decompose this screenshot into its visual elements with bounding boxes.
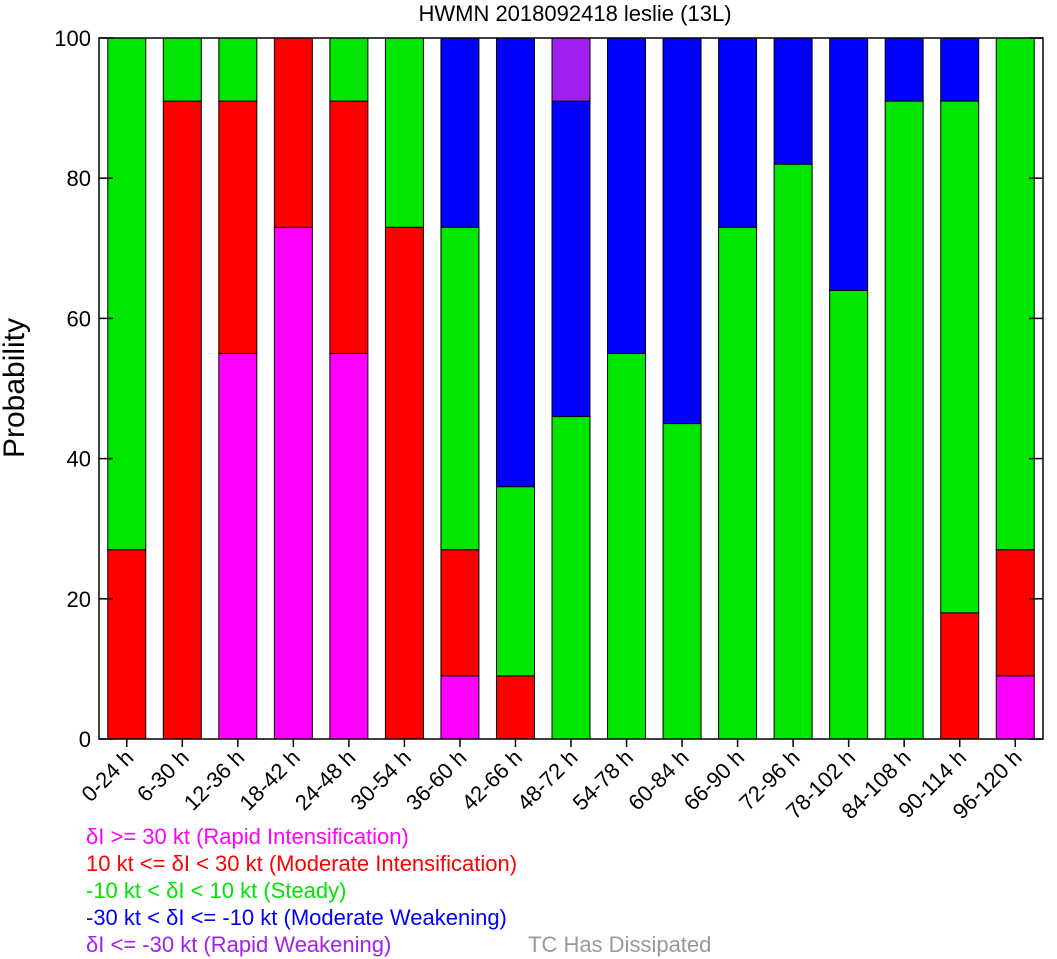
legend-entry-3: -30 kt < δI <= -10 kt (Moderate Weakenin… [86, 905, 507, 930]
bar-segment-48-72h-s4 [551, 37, 591, 102]
bar-segment-36-60h-s2 [440, 226, 480, 551]
bar-segment-60-84h-s3 [662, 37, 702, 425]
x-tick-label: 18-42 h [234, 745, 304, 815]
legend-entry-1: 10 kt <= δI < 30 kt (Moderate Intensific… [86, 851, 518, 876]
legend-entry-0: δI >= 30 kt (Rapid Intensification) [86, 824, 409, 849]
legend: δI >= 30 kt (Rapid Intensification) 10 kt… [86, 823, 517, 958]
x-tick-label: 54-78 h [568, 745, 638, 815]
bar-segment-96-120h-s1 [995, 549, 1035, 677]
x-tick-label: 30-54 h [345, 745, 415, 815]
bar-segment-60-84h-s2 [662, 423, 702, 740]
bar-segment-90-114h-s3 [940, 37, 980, 102]
dissipated-note: TC Has Dissipated [528, 932, 712, 957]
bar-segment-66-90h-s2 [718, 226, 758, 740]
bar-segment-72-96h-s2 [773, 163, 813, 740]
bar-segment-0-24h-s1 [107, 549, 147, 740]
bars-group [107, 37, 1035, 740]
bar-segment-12-36h-s0 [218, 352, 258, 740]
bar-segment-96-120h-s2 [995, 37, 1035, 551]
y-tick-label: 20 [67, 587, 91, 612]
bar-segment-24-48h-s0 [329, 352, 369, 740]
bar-segment-84-108h-s2 [884, 100, 924, 740]
y-axis-label: Probability [0, 318, 31, 458]
y-tick-label: 0 [79, 727, 91, 752]
bar-segment-12-36h-s1 [218, 100, 258, 354]
bar-segment-66-90h-s3 [718, 37, 758, 228]
bar-segment-90-114h-s2 [940, 100, 980, 614]
bar-segment-18-42h-s1 [273, 37, 313, 228]
bar-segment-48-72h-s2 [551, 416, 591, 740]
bar-segment-24-48h-s2 [329, 37, 369, 102]
bar-segment-6-30h-s2 [162, 37, 202, 102]
bar-segment-6-30h-s1 [162, 100, 202, 740]
x-tick-label: 12-36 h [179, 745, 249, 815]
bar-segment-36-60h-s0 [440, 675, 480, 740]
bar-segment-36-60h-s1 [440, 549, 480, 677]
x-tick-label: 24-48 h [290, 745, 360, 815]
bar-segment-12-36h-s2 [218, 37, 258, 102]
y-tick-label: 80 [67, 166, 91, 191]
chart-title: HWMN 2018092418 leslie (13L) [418, 1, 731, 26]
bar-segment-18-42h-s0 [273, 226, 313, 740]
bar-segment-54-78h-s3 [607, 37, 647, 354]
bar-segment-30-54h-s2 [384, 37, 424, 228]
x-tick-label: 0-24 h [77, 745, 139, 807]
x-tick-label: 60-84 h [623, 745, 693, 815]
bar-segment-72-96h-s3 [773, 37, 813, 165]
bar-segment-42-66h-s1 [495, 675, 535, 740]
bar-segment-0-24h-s2 [107, 37, 147, 551]
bar-segment-24-48h-s1 [329, 100, 369, 354]
bar-segment-36-60h-s3 [440, 37, 480, 228]
y-tick-label: 100 [54, 26, 91, 51]
y-tick-label: 40 [67, 447, 91, 472]
bar-segment-42-66h-s2 [495, 486, 535, 677]
bar-segment-54-78h-s2 [607, 352, 647, 740]
y-tick-label: 60 [67, 306, 91, 331]
legend-entry-2: -10 kt < δI < 10 kt (Steady) [86, 878, 347, 903]
x-tick-label: 42-66 h [457, 745, 527, 815]
bar-segment-48-72h-s3 [551, 100, 591, 418]
x-tick-label: 66-90 h [679, 745, 749, 815]
bar-segment-42-66h-s3 [495, 37, 535, 488]
bar-segment-90-114h-s1 [940, 612, 980, 740]
bar-segment-96-120h-s0 [995, 675, 1035, 740]
bar-segment-78-102h-s2 [829, 289, 869, 740]
x-tick-label: 36-60 h [401, 745, 471, 815]
legend-entry-4: δI <= -30 kt (Rapid Weakening) [86, 932, 392, 957]
x-tick-label: 48-72 h [512, 745, 582, 815]
bar-segment-78-102h-s3 [829, 37, 869, 291]
bar-segment-30-54h-s1 [384, 226, 424, 740]
bar-segment-84-108h-s3 [884, 37, 924, 102]
